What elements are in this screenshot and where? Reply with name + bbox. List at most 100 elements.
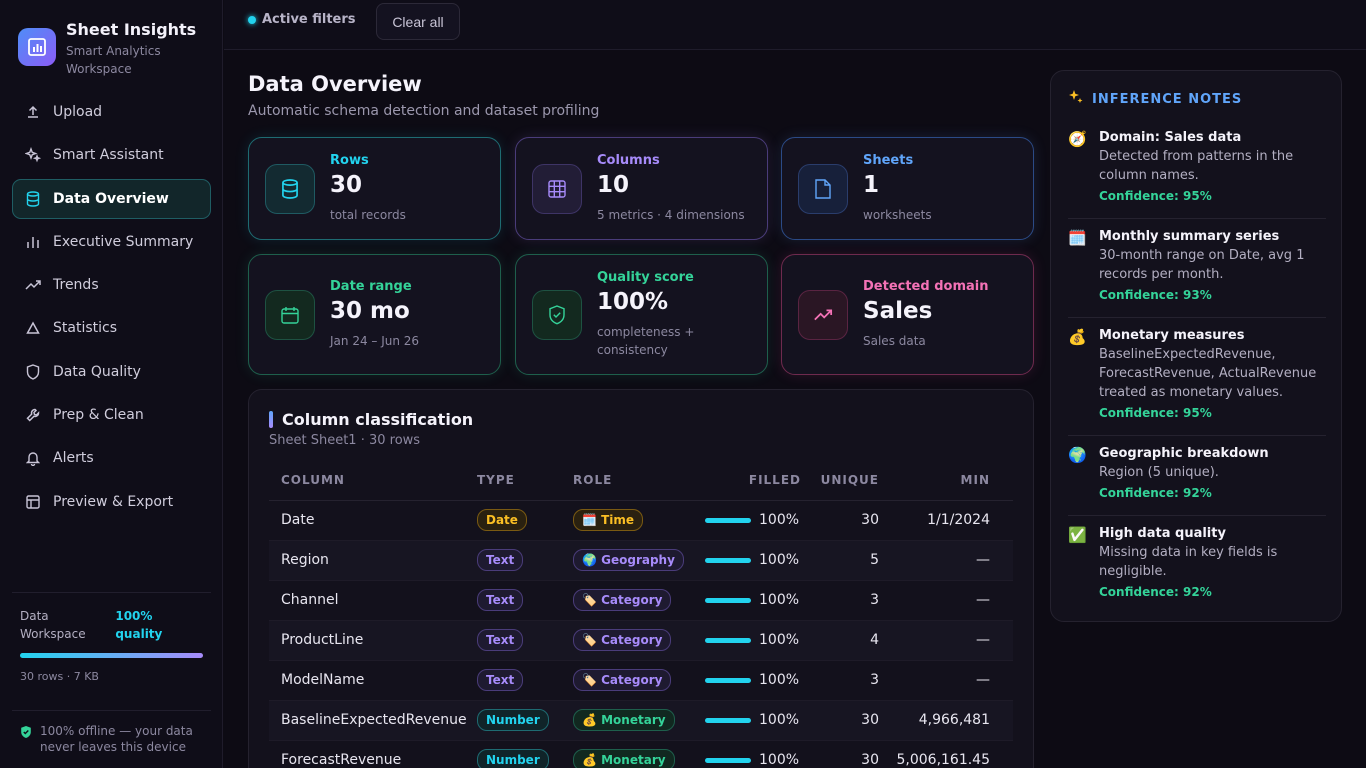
cell-filled: 100% — [759, 672, 800, 688]
card-label: Rows — [330, 153, 369, 168]
cell-column: BaselineExpectedRevenue — [269, 700, 477, 741]
note-title: Geographic breakdown — [1099, 446, 1269, 461]
cell-column: ModelName — [269, 660, 477, 701]
role-badge: 🌍 Geography — [573, 549, 684, 571]
sidebar-item-smart-assistant[interactable]: Smart Assistant — [12, 135, 211, 175]
card-value: 30 mo — [330, 298, 410, 324]
note-description: BaselineExpectedRevenue, ForecastRevenue… — [1099, 347, 1317, 400]
sparkle-icon — [25, 147, 41, 163]
type-badge: Text — [477, 629, 524, 651]
filled-bar — [705, 517, 751, 523]
divider — [1068, 515, 1326, 516]
note-title: Domain: Sales data — [1099, 130, 1242, 145]
table-row[interactable]: ModelName Text 🏷️ Category 100% 3 — — [269, 660, 1013, 701]
header-column[interactable]: COLUMN — [269, 460, 477, 501]
header-role[interactable]: ROLE — [573, 460, 705, 501]
filter-status-dot — [248, 16, 256, 24]
brand-title: Sheet Insights — [66, 20, 197, 39]
sidebar-item-label: Prep & Clean — [53, 407, 144, 424]
card-quality-score: Quality score 100% completeness + consis… — [515, 254, 768, 375]
role-badge: 💰 Monetary — [573, 749, 675, 768]
table-row[interactable]: ProductLine Text 🏷️ Category 100% 4 — — [269, 620, 1013, 661]
cell-extra: 5 — [990, 740, 1013, 768]
filled-bar — [705, 757, 751, 763]
cell-min: 5,006,161.45 — [879, 740, 990, 768]
note-title: Monthly summary series — [1099, 229, 1280, 244]
page-subtitle: Automatic schema detection and dataset p… — [248, 103, 600, 119]
sidebar-item-data-quality[interactable]: Data Quality — [12, 352, 211, 392]
upload-icon — [25, 104, 41, 120]
header-filled[interactable]: FILLED — [705, 460, 801, 501]
sidebar-item-label: Trends — [53, 277, 99, 294]
grid-icon — [532, 163, 582, 214]
note-confidence: Confidence: 92% — [1099, 585, 1212, 599]
sidebar-item-executive-summary[interactable]: Executive Summary — [12, 222, 211, 262]
inference-note: 💰 Monetary measures BaselineExpectedReve… — [1068, 327, 1326, 420]
card-label: Columns — [597, 153, 660, 168]
card-label: Quality score — [597, 270, 694, 285]
wrench-icon — [25, 407, 41, 423]
note-confidence: Confidence: 92% — [1099, 486, 1212, 500]
role-badge: 🏷️ Category — [573, 669, 672, 691]
header-type[interactable]: TYPE — [477, 460, 573, 501]
cell-extra — [990, 620, 1013, 661]
card-note: worksheets — [863, 208, 932, 222]
table-row[interactable]: Region Text 🌍 Geography 100% 5 — — [269, 540, 1013, 581]
table-scroll-area[interactable]: COLUMN TYPE ROLE FILLED UNIQUE MIN Date … — [269, 460, 1013, 768]
topbar: Active filters Clear all — [224, 0, 1366, 50]
chart-logo-icon — [18, 28, 56, 66]
header-extra — [990, 460, 1013, 501]
filled-bar — [705, 637, 751, 643]
card-columns: Columns 10 5 metrics · 4 dimensions — [515, 137, 768, 240]
workspace-label: Data Workspace — [20, 609, 86, 641]
sidebar-item-statistics[interactable]: Statistics — [12, 308, 211, 348]
cell-extra — [990, 580, 1013, 621]
type-badge: Number — [477, 749, 549, 768]
cell-extra: 5 — [990, 700, 1013, 741]
cell-extra — [990, 540, 1013, 581]
filled-bar — [705, 597, 751, 603]
filled-bar — [705, 557, 751, 563]
cell-unique: 4 — [801, 620, 879, 661]
table-header-row: COLUMN TYPE ROLE FILLED UNIQUE MIN — [269, 460, 1013, 501]
card-note: completeness + consistency — [597, 325, 695, 357]
layout-icon — [25, 494, 41, 510]
active-filters-label: Active filters — [262, 12, 356, 27]
sidebar-item-label: Preview & Export — [53, 493, 174, 510]
file-icon — [798, 163, 848, 214]
clear-all-button[interactable]: Clear all — [376, 3, 460, 40]
check-mark-icon: ✅ — [1068, 526, 1087, 544]
sidebar-item-upload[interactable]: Upload — [12, 92, 211, 132]
table-row[interactable]: ForecastRevenue Number 💰 Monetary 100% 3… — [269, 740, 1013, 768]
table-row[interactable]: BaselineExpectedRevenue Number 💰 Monetar… — [269, 700, 1013, 741]
cell-min: 4,966,481 — [879, 700, 990, 741]
sidebar-item-preview-export[interactable]: Preview & Export — [12, 482, 211, 522]
triangle-icon — [25, 320, 41, 336]
note-confidence: Confidence: 93% — [1099, 288, 1212, 302]
cell-extra — [990, 660, 1013, 701]
page-title: Data Overview — [248, 72, 422, 96]
bell-icon — [25, 450, 41, 467]
cell-filled: 100% — [759, 712, 800, 728]
trend-icon — [25, 277, 41, 293]
sidebar-item-prep-clean[interactable]: Prep & Clean — [12, 395, 211, 435]
header-unique[interactable]: UNIQUE — [801, 460, 879, 501]
table-row[interactable]: Date Date 🗓️ Time 100% 30 1/1/2024 — [269, 500, 1013, 541]
inference-notes-panel: INFERENCE NOTES 🧭 Domain: Sales data Det… — [1050, 70, 1342, 622]
role-badge: 🏷️ Category — [573, 629, 672, 651]
sidebar-item-label: Alerts — [53, 450, 94, 467]
sidebar-item-data-overview[interactable]: Data Overview — [12, 178, 211, 219]
sidebar-item-alerts[interactable]: Alerts — [12, 438, 211, 478]
sidebar-item-trends[interactable]: Trends — [12, 265, 211, 305]
sidebar-item-label: Data Overview — [53, 190, 169, 207]
card-value: 1 — [863, 172, 880, 198]
note-confidence: Confidence: 95% — [1099, 406, 1212, 420]
title-accent — [269, 411, 273, 428]
cell-min: — — [879, 660, 990, 701]
note-title: Monetary measures — [1099, 328, 1245, 343]
table-row[interactable]: Channel Text 🏷️ Category 100% 3 — — [269, 580, 1013, 621]
cell-unique: 30 — [801, 500, 879, 541]
header-min[interactable]: MIN — [879, 460, 990, 501]
card-value: 30 — [330, 172, 363, 198]
cell-min: — — [879, 620, 990, 661]
